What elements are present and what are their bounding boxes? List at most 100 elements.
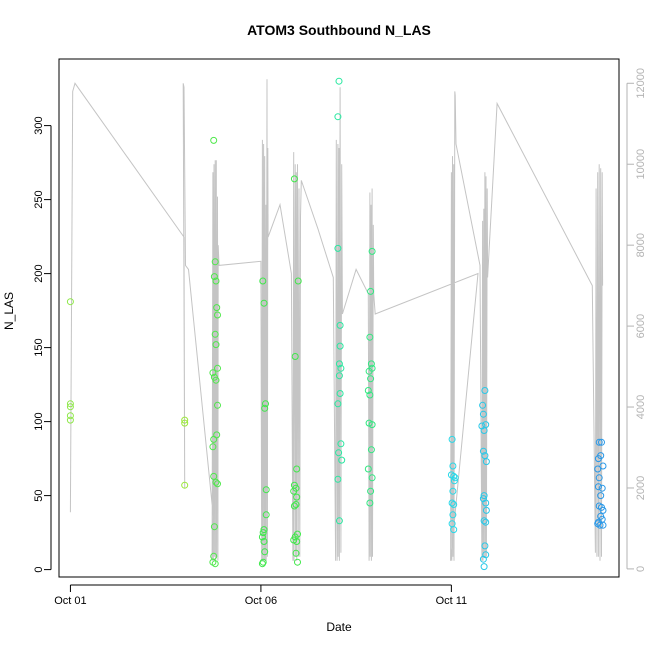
data-point xyxy=(368,421,376,429)
data-point xyxy=(479,401,487,409)
data-point xyxy=(66,412,74,420)
data-point xyxy=(293,493,301,501)
data-point xyxy=(481,387,489,394)
data-point xyxy=(366,391,374,399)
data-point xyxy=(480,517,488,525)
data-point xyxy=(290,175,298,183)
data-point xyxy=(594,455,602,463)
data-point xyxy=(262,486,270,494)
data-point xyxy=(451,474,459,482)
y-tick-label: 0 xyxy=(33,567,45,573)
data-point xyxy=(214,401,221,409)
data-point xyxy=(448,499,456,507)
y-tick-label: 50 xyxy=(33,489,45,501)
data-point xyxy=(260,526,268,534)
data-point xyxy=(293,538,301,545)
right-tick-label: 0 xyxy=(635,566,647,572)
data-point xyxy=(596,521,604,529)
data-point xyxy=(66,298,74,306)
data-point xyxy=(599,462,607,470)
data-point xyxy=(481,542,489,550)
data-point xyxy=(335,360,343,368)
right-tick-label: 12000 xyxy=(635,68,647,99)
data-point xyxy=(294,277,302,285)
y-tick-label: 100 xyxy=(33,412,45,430)
data-point xyxy=(293,465,301,473)
right-tick-label: 8000 xyxy=(635,233,647,257)
data-point xyxy=(210,435,218,443)
data-point xyxy=(335,517,343,525)
data-point xyxy=(212,277,220,285)
data-point xyxy=(448,435,456,443)
data-point xyxy=(260,299,268,307)
right-tick-label: 6000 xyxy=(635,314,647,338)
right-tick-label: 10000 xyxy=(635,149,647,180)
data-point xyxy=(479,447,487,455)
data-point xyxy=(368,474,376,482)
data-point xyxy=(334,113,342,121)
data-point xyxy=(334,475,342,483)
data-point xyxy=(213,304,221,312)
x-tick-label: Oct 06 xyxy=(245,595,277,607)
data-point xyxy=(336,321,344,329)
data-point xyxy=(335,77,343,85)
data-point xyxy=(364,465,372,473)
data-point xyxy=(367,287,375,295)
data-point xyxy=(450,472,458,480)
data-point xyxy=(366,333,374,341)
data-point xyxy=(262,400,269,408)
data-point xyxy=(210,273,218,281)
data-point xyxy=(211,560,219,568)
data-point xyxy=(214,480,221,488)
data-point xyxy=(334,400,342,408)
data-point xyxy=(337,440,345,448)
data-point xyxy=(262,511,270,519)
data-point xyxy=(261,548,269,556)
data-point xyxy=(259,277,267,285)
data-point xyxy=(599,521,607,529)
data-point xyxy=(258,533,266,541)
data-point xyxy=(292,501,300,508)
data-point xyxy=(598,438,605,446)
data-point xyxy=(66,403,74,411)
data-point xyxy=(450,526,458,534)
data-point xyxy=(290,487,298,495)
data-point xyxy=(210,523,218,531)
data-point xyxy=(258,560,266,568)
secondary-series-layer xyxy=(69,79,604,561)
right-tick-label: 2000 xyxy=(635,476,647,500)
data-point xyxy=(181,416,189,424)
data-point xyxy=(210,136,218,144)
data-point xyxy=(482,518,490,526)
data-point xyxy=(214,364,221,372)
data-point xyxy=(449,511,457,519)
data-point xyxy=(449,462,457,470)
data-point xyxy=(595,474,603,482)
data-point xyxy=(482,499,490,507)
data-point xyxy=(482,551,490,559)
data-point xyxy=(337,364,345,372)
data-point xyxy=(480,492,488,500)
x-tick-label: Oct 11 xyxy=(436,595,468,607)
data-point xyxy=(598,484,606,492)
right-tick-label: 4000 xyxy=(635,395,647,419)
data-point xyxy=(211,330,219,338)
data-point xyxy=(260,538,268,545)
data-point xyxy=(209,369,217,377)
data-point xyxy=(334,244,342,252)
data-point xyxy=(367,360,375,368)
y-axis-label: N_LAS xyxy=(2,292,16,330)
data-point xyxy=(480,563,488,571)
data-point xyxy=(338,456,346,464)
data-point xyxy=(597,492,605,500)
data-point xyxy=(211,258,219,266)
data-point xyxy=(294,558,301,566)
data-point xyxy=(480,427,488,434)
data-point xyxy=(450,501,458,508)
data-point xyxy=(599,506,607,514)
chart-title: ATOM3 Southbound N_LAS xyxy=(247,22,431,38)
data-point xyxy=(212,341,220,349)
data-point xyxy=(212,478,220,486)
axes-layer: 0 50 100 150 200 250 300 Oct 01 Oct 06 Oct 11 0 200… xyxy=(33,68,647,607)
